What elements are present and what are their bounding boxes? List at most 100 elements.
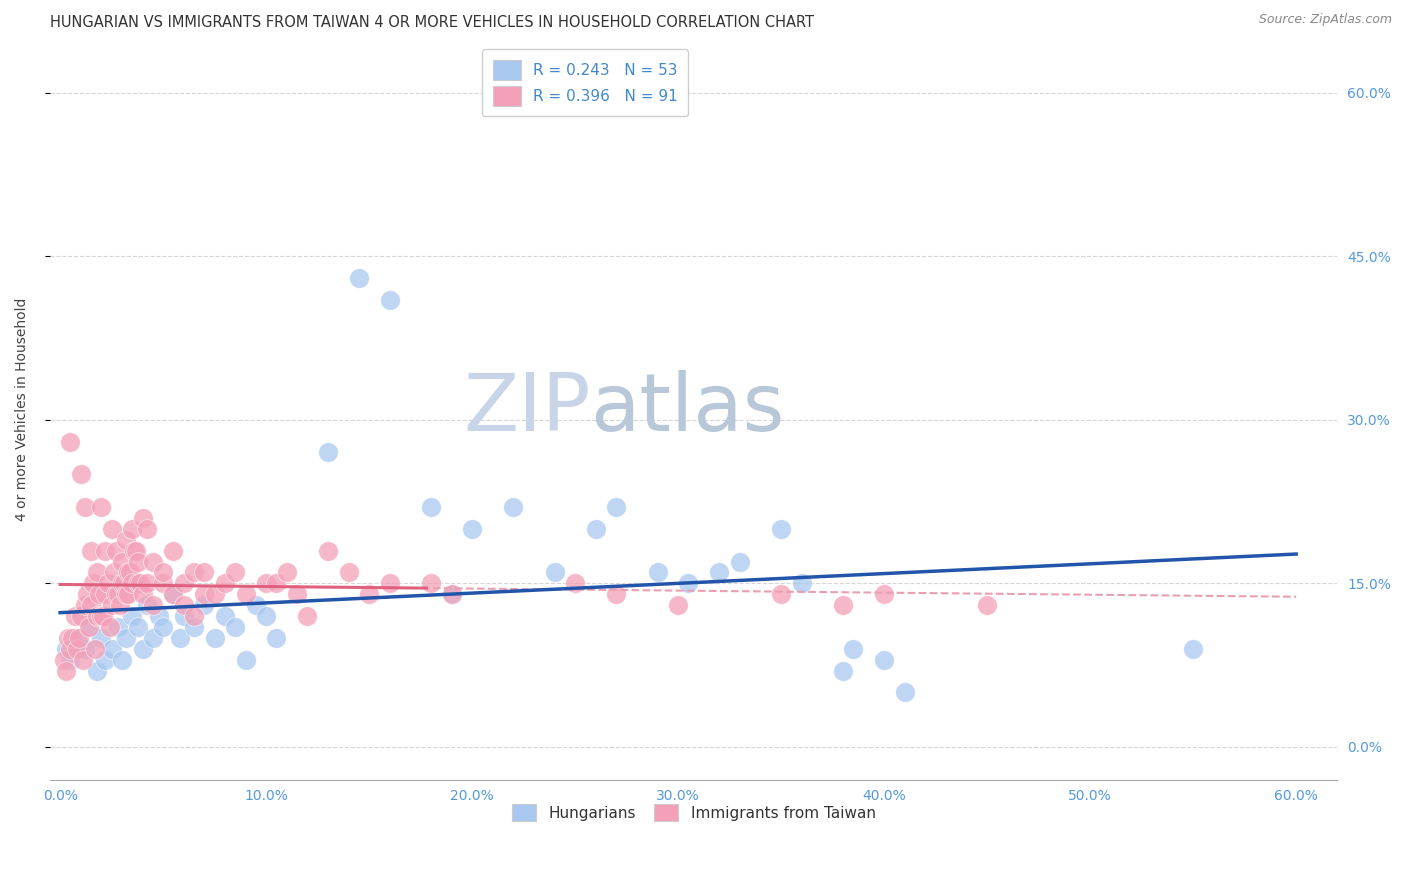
Point (108, 598, 131, 612)
Point (131, 587, 153, 601)
Point (204, 631, 226, 645)
Point (235, 653, 257, 667)
Point (129, 576, 152, 591)
Point (214, 609, 236, 624)
Point (121, 576, 143, 591)
Point (564, 576, 586, 591)
Point (152, 566, 174, 580)
Point (193, 587, 215, 601)
Point (124, 543, 146, 558)
Point (316, 543, 339, 558)
Text: atlas: atlas (591, 370, 785, 448)
Point (98, 620, 121, 634)
Point (142, 598, 165, 612)
Point (605, 500, 627, 514)
Point (63, 609, 86, 624)
Point (86, 609, 108, 624)
Point (55, 641, 77, 656)
Point (90, 609, 112, 624)
Point (152, 576, 174, 591)
Point (127, 576, 149, 591)
Point (100, 522, 122, 536)
Point (69, 609, 91, 624)
Point (80, 543, 103, 558)
Point (86, 664, 108, 678)
Point (107, 587, 129, 601)
Point (162, 587, 184, 601)
Point (104, 543, 127, 558)
Point (585, 522, 607, 536)
Point (543, 566, 565, 580)
Point (104, 587, 127, 601)
Point (337, 566, 360, 580)
Point (142, 631, 165, 645)
Point (65, 641, 87, 656)
Point (873, 653, 896, 667)
Point (59, 641, 82, 656)
Point (183, 609, 205, 624)
Point (224, 566, 246, 580)
Point (82, 576, 104, 591)
Point (115, 631, 138, 645)
Point (440, 587, 463, 601)
Point (183, 620, 205, 634)
Point (359, 587, 381, 601)
Point (107, 620, 129, 634)
Point (266, 576, 288, 591)
Point (115, 587, 138, 601)
Point (204, 587, 226, 601)
Text: ZIP: ZIP (463, 370, 591, 448)
Point (148, 609, 170, 624)
Point (316, 445, 339, 459)
Point (111, 576, 134, 591)
Point (214, 576, 236, 591)
Point (80, 620, 103, 634)
Point (93, 609, 115, 624)
Point (162, 543, 184, 558)
Point (86, 566, 108, 580)
Point (80, 598, 103, 612)
Point (169, 631, 191, 645)
Point (120, 566, 142, 580)
Point (873, 587, 896, 601)
Point (125, 543, 148, 558)
Point (193, 598, 215, 612)
Point (173, 576, 195, 591)
Point (440, 587, 463, 601)
Point (76, 587, 98, 601)
Point (173, 598, 195, 612)
Point (90, 500, 112, 514)
Y-axis label: 4 or more Vehicles in Household: 4 or more Vehicles in Household (15, 297, 30, 521)
Point (135, 522, 157, 536)
Point (127, 620, 149, 634)
Point (502, 500, 524, 514)
Point (127, 555, 149, 569)
Point (142, 555, 165, 569)
Point (77, 620, 100, 634)
Point (461, 522, 484, 536)
Text: Source: ZipAtlas.com: Source: ZipAtlas.com (1258, 13, 1392, 27)
Point (378, 293, 401, 307)
Point (266, 631, 288, 645)
Point (103, 566, 125, 580)
Point (90, 631, 112, 645)
Point (121, 522, 143, 536)
Point (770, 587, 793, 601)
Point (224, 620, 246, 634)
Point (100, 641, 122, 656)
Point (94, 543, 117, 558)
Point (69, 609, 91, 624)
Point (96, 576, 118, 591)
Point (728, 555, 751, 569)
Point (135, 576, 157, 591)
Point (152, 620, 174, 634)
Point (832, 664, 855, 678)
Point (285, 587, 308, 601)
Point (67, 631, 90, 645)
Point (59, 653, 82, 667)
Point (69, 467, 91, 482)
Point (94, 587, 117, 601)
Point (347, 271, 370, 285)
Point (112, 576, 135, 591)
Point (53, 653, 76, 667)
